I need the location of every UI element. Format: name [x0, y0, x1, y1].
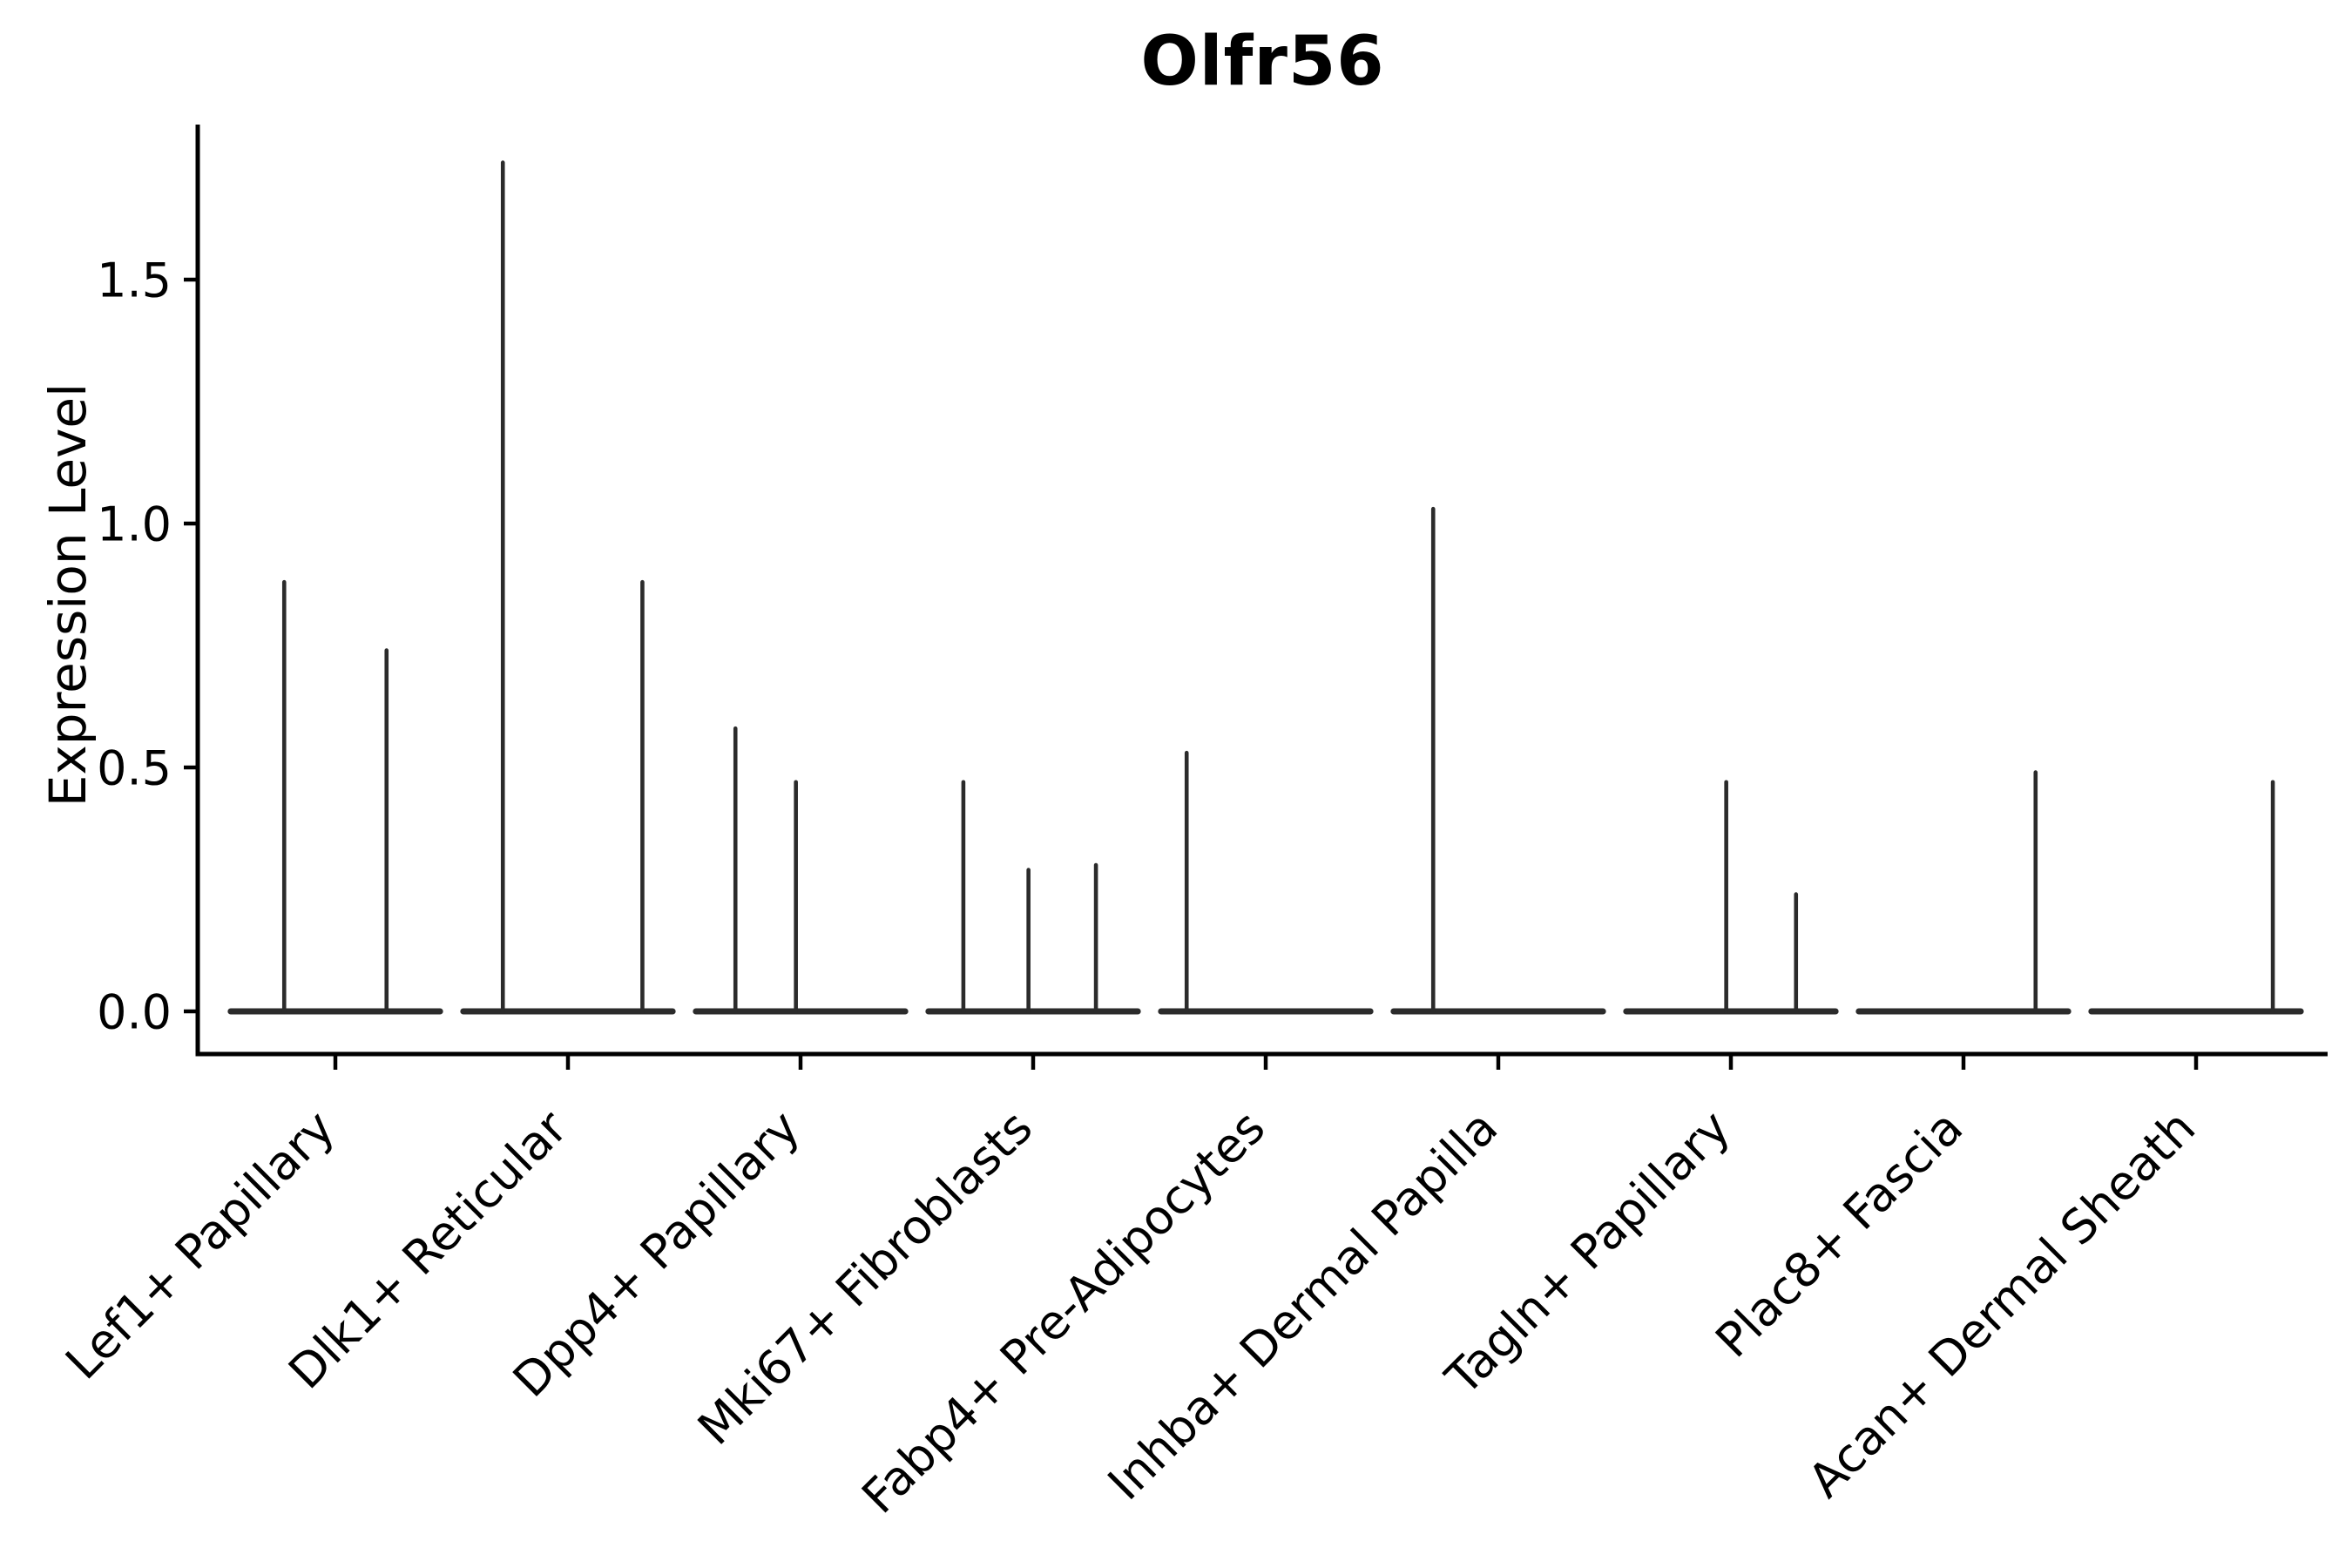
- y-tick-label: 0.0: [97, 984, 172, 1039]
- x-tick-label: Inhba+ Dermal Papilla: [1098, 1100, 1508, 1511]
- x-tick-label: Fabp4+ Pre-Adipocytes: [851, 1100, 1275, 1524]
- y-tick-label: 0.5: [97, 740, 172, 795]
- chart-title: Olfr56: [1140, 23, 1385, 101]
- x-tick-label: Plac8+ Fascia: [1705, 1100, 1973, 1369]
- x-tick-label: Acan+ Dermal Sheath: [1798, 1100, 2206, 1508]
- y-tick-label: 1.5: [97, 253, 172, 308]
- y-tick-label: 1.0: [97, 497, 172, 551]
